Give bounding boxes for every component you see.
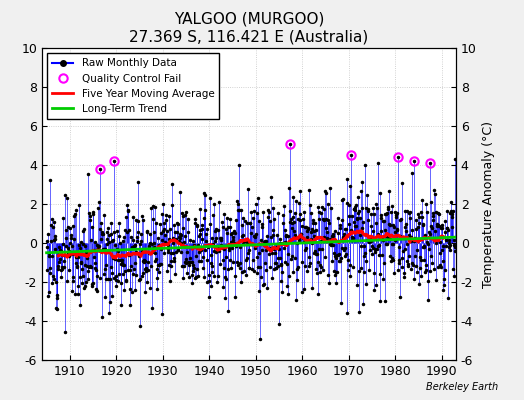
Text: Berkeley Earth: Berkeley Earth <box>425 382 498 392</box>
Legend: Raw Monthly Data, Quality Control Fail, Five Year Moving Average, Long-Term Tren: Raw Monthly Data, Quality Control Fail, … <box>47 53 220 119</box>
Title: YALGOO (MURGOO)
27.369 S, 116.421 E (Australia): YALGOO (MURGOO) 27.369 S, 116.421 E (Aus… <box>129 12 368 44</box>
Y-axis label: Temperature Anomaly (°C): Temperature Anomaly (°C) <box>482 120 495 288</box>
